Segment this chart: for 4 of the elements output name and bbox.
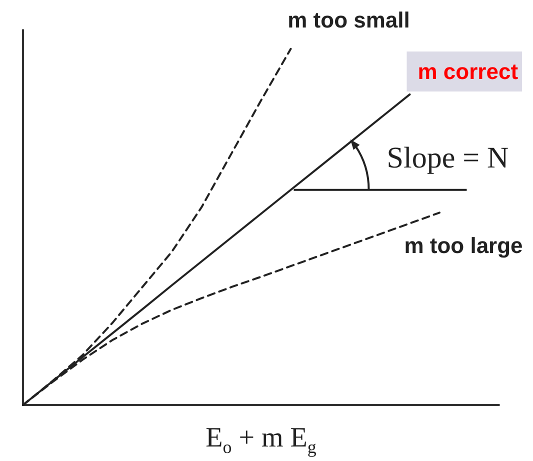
series-label: m correct: [418, 58, 519, 84]
annotation: Slope = N: [386, 141, 509, 174]
series-label: m too large: [404, 233, 523, 258]
series-label: m too small: [288, 7, 410, 32]
